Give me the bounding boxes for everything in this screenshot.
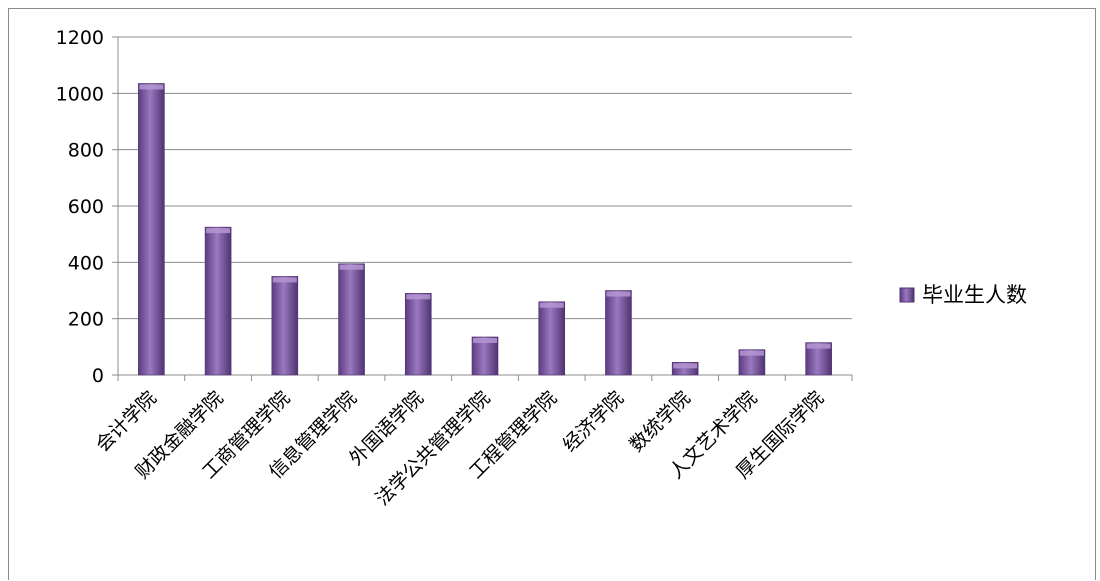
bar-top-cap	[739, 350, 764, 356]
x-category-label: 经济学院	[559, 387, 628, 456]
bar-top-cap	[806, 343, 831, 349]
bar	[404, 293, 432, 376]
bar-top-cap	[339, 264, 364, 270]
x-category-label: 会计学院	[92, 387, 161, 456]
bar-top-cap	[673, 363, 698, 369]
bar-top-cap	[406, 294, 431, 300]
legend: 毕业生人数	[899, 283, 1027, 307]
y-tick-label: 600	[68, 196, 104, 218]
bar-top-cap	[473, 337, 497, 343]
bar	[204, 226, 232, 376]
bar-top-cap	[206, 228, 231, 234]
y-tick-label: 0	[92, 365, 104, 387]
y-tick-label: 400	[68, 252, 104, 274]
bar	[138, 83, 165, 376]
bar-top-cap	[272, 277, 297, 283]
bar-top-cap	[606, 291, 631, 297]
bars	[138, 83, 832, 376]
y-tick-label: 1000	[56, 83, 104, 105]
category-labels: 会计学院财政金融学院工商管理学院信息管理学院外国语学院法学公共管理学院工程管理学…	[92, 387, 829, 510]
x-category-label: 法学公共管理学院	[371, 387, 494, 510]
chart-frame	[8, 8, 1096, 580]
y-tick-label: 200	[68, 309, 104, 331]
y-tick-label: 800	[68, 140, 104, 162]
legend-label: 毕业生人数	[922, 283, 1027, 307]
bar-top-cap	[539, 302, 564, 308]
gridlines	[118, 36, 852, 320]
bar	[538, 301, 566, 376]
bar	[605, 290, 632, 376]
bar	[471, 336, 499, 376]
bar	[271, 276, 299, 376]
y-tick-label: 1200	[56, 27, 104, 49]
bar-top-cap	[139, 84, 164, 90]
y-tick-labels: 0 200 400 600 800 1000 1200	[56, 27, 104, 387]
legend-swatch	[899, 287, 915, 303]
x-category-label: 数统学院	[625, 387, 694, 456]
bar	[338, 263, 365, 376]
